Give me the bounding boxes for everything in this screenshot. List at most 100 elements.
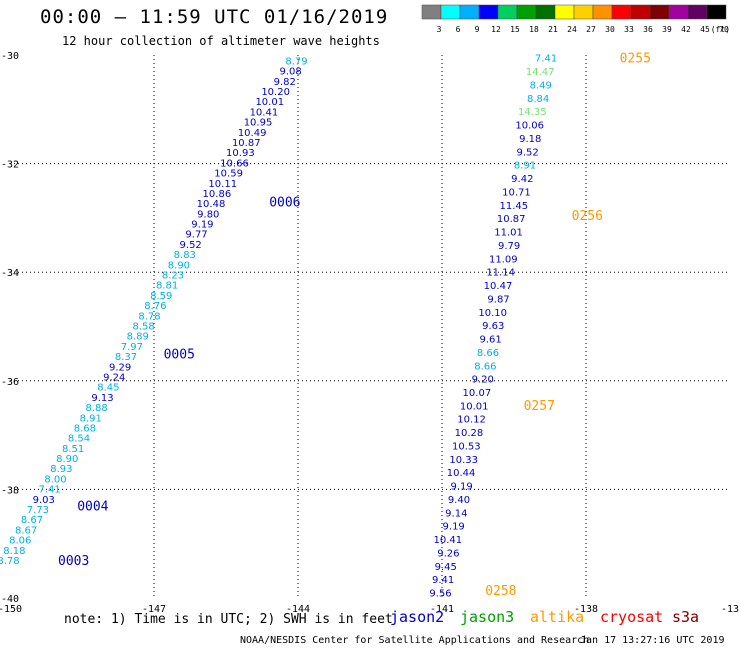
data-point-label: 8.90 (56, 454, 78, 465)
data-point-label: 10.48 (197, 199, 226, 210)
data-point-label: 10.71 (502, 187, 531, 198)
data-point-label: 8.93 (50, 464, 72, 475)
data-point-label: 9.18 (519, 134, 541, 145)
data-point-label: 10.11 (208, 179, 237, 190)
page-title: 00:00 – 11:59 UTC 01/16/2019 (40, 6, 389, 28)
data-point-label: 9.40 (448, 495, 470, 506)
colorbar-swatch (478, 4, 499, 20)
colorbar-swatch (421, 4, 442, 20)
data-point-label: 9.79 (498, 241, 520, 252)
colorbar-swatch (592, 4, 613, 20)
data-point-label: 10.49 (238, 128, 267, 139)
data-point-label: 8.83 (174, 250, 196, 261)
data-point-label: 8.37 (115, 352, 137, 363)
data-point-label: 10.20 (261, 87, 290, 98)
time-label: 0256 (572, 209, 603, 224)
data-point-label: 8.81 (156, 281, 178, 292)
colorbar-label: 9 (475, 25, 480, 34)
x-tick-label: -141 (430, 604, 454, 615)
data-point-label: 9.42 (511, 174, 533, 185)
colorbar-swatch (573, 4, 594, 20)
colorbar-swatch (630, 4, 651, 20)
data-point-label: 8.00 (44, 474, 66, 485)
time-label: 0005 (164, 348, 195, 363)
colorbar-swatch (459, 4, 480, 20)
data-point-label: 8.79 (285, 56, 307, 67)
y-tick-label: -38 (1, 485, 19, 496)
colorbar-unit: (ft) (711, 25, 730, 34)
legend-jason2: jason2 (390, 608, 445, 626)
colorbar-label: 30 (605, 25, 615, 34)
data-point-label: 9.61 (479, 335, 501, 346)
colorbar-label: 6 (456, 25, 461, 34)
data-point-label: 10.87 (232, 138, 261, 149)
data-point-label: 8.88 (85, 403, 107, 414)
data-point-label: 9.29 (109, 362, 131, 373)
data-point-label: 10.47 (484, 281, 513, 292)
data-point-label: 10.28 (455, 428, 484, 439)
time-label: 0004 (77, 500, 108, 515)
legend-altika: altika (530, 608, 585, 626)
data-point-label: 10.07 (463, 388, 492, 399)
page-subtitle: 12 hour collection of altimeter wave hei… (62, 34, 380, 48)
data-point-label: 10.01 (255, 97, 284, 108)
data-point-label: 10.87 (497, 214, 526, 225)
data-point-label: 11.45 (500, 201, 529, 212)
time-label: 0255 (620, 52, 651, 67)
data-point-label: 11.01 (494, 228, 523, 239)
x-tick-label: -144 (286, 604, 310, 615)
data-point-label: 8.45 (97, 383, 119, 394)
data-point-label: 10.86 (203, 189, 232, 200)
data-point-label: 9.24 (103, 372, 125, 383)
colorbar-swatch (535, 4, 556, 20)
x-tick-label: -138 (574, 604, 598, 615)
colorbar-swatch (554, 4, 575, 20)
footer-note: note: 1) Time is in UTC; 2) SWH is in fe… (64, 612, 393, 627)
data-point-label: 9.80 (197, 209, 219, 220)
y-tick-label: -30 (1, 51, 19, 62)
data-point-label: 9.52 (180, 240, 202, 251)
footer-timestamp: Jan 17 13:27:16 UTC 2019 (580, 635, 725, 646)
data-point-label: 9.19 (450, 482, 472, 493)
data-point-label: 8.84 (527, 94, 549, 105)
data-point-label: 9.63 (482, 321, 504, 332)
footer-credit: NOAA/NESDIS Center for Satellite Applica… (240, 635, 590, 646)
data-point-label: 8.90 (168, 260, 190, 271)
data-point-label: 9.56 (429, 589, 451, 600)
data-point-label: 9.26 (437, 548, 459, 559)
data-point-label: 7.97 (121, 342, 143, 353)
colorbar-label: 18 (529, 25, 539, 34)
colorbar-label: 42 (681, 25, 691, 34)
y-tick-label: -36 (1, 377, 19, 388)
legend-cryosat: cryosat (600, 608, 664, 626)
data-point-label: 8.67 (21, 515, 43, 526)
colorbar-swatch (611, 4, 632, 20)
data-point-label: 10.41 (434, 535, 463, 546)
data-point-label: 10.33 (449, 455, 478, 466)
colorbar-swatch (497, 4, 518, 20)
data-point-label: 7.41 (535, 54, 557, 65)
data-point-label: 9.19 (443, 522, 465, 533)
data-point-label: 8.06 (9, 536, 31, 547)
data-point-label: 10.10 (478, 308, 507, 319)
colorbar-label: 39 (662, 25, 672, 34)
data-point-label: 14.35 (518, 107, 547, 118)
data-point-label: 8.58 (133, 322, 155, 333)
data-point-label: 8.51 (62, 444, 84, 455)
colorbar-swatch (649, 4, 670, 20)
data-point-label: 7.41 (38, 485, 60, 496)
data-point-label: 8.18 (3, 546, 25, 557)
data-point-label: 9.20 (472, 375, 494, 386)
data-point-label: 10.41 (250, 107, 279, 118)
colorbar-swatch (440, 4, 461, 20)
time-label: 0258 (485, 584, 516, 599)
y-tick-label: -32 (1, 160, 19, 171)
data-point-label: 9.08 (279, 67, 301, 78)
data-point-label: 8.91 (514, 161, 536, 172)
data-point-label: 9.77 (185, 230, 207, 241)
colorbar-label: 15 (510, 25, 520, 34)
data-point-label: 8.68 (74, 423, 96, 434)
x-tick-label: -150 (0, 604, 22, 615)
data-point-label: 9.03 (33, 495, 55, 506)
